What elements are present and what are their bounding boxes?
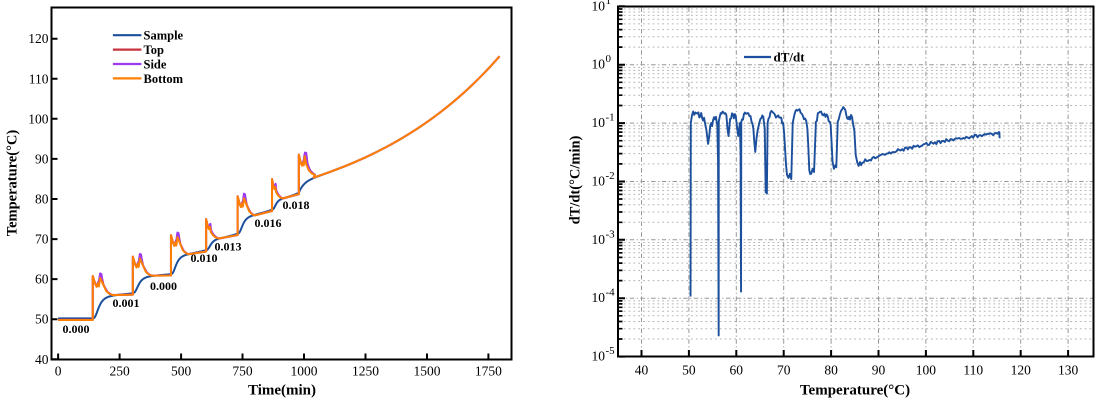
- svg-text:80: 80: [824, 363, 838, 378]
- svg-text:0.013: 0.013: [215, 240, 242, 254]
- svg-text:Temperature(°C): Temperature(°C): [800, 383, 910, 399]
- svg-text:90: 90: [872, 363, 886, 378]
- svg-text:0: 0: [55, 364, 62, 379]
- svg-text:110: 110: [963, 363, 983, 378]
- svg-text:-5: -5: [606, 345, 616, 357]
- svg-text:10: 10: [592, 290, 606, 305]
- svg-text:50: 50: [682, 363, 696, 378]
- svg-text:10: 10: [592, 115, 606, 130]
- svg-text:70: 70: [35, 232, 49, 247]
- svg-text:130: 130: [1058, 363, 1079, 378]
- svg-text:Side: Side: [144, 57, 167, 71]
- svg-text:1250: 1250: [352, 364, 379, 379]
- svg-text:50: 50: [35, 312, 49, 327]
- svg-text:-2: -2: [606, 170, 615, 182]
- svg-text:10: 10: [592, 174, 606, 189]
- svg-text:10: 10: [592, 57, 606, 72]
- svg-text:0.016: 0.016: [255, 216, 282, 230]
- svg-text:-3: -3: [606, 228, 616, 240]
- svg-text:-1: -1: [606, 112, 615, 124]
- svg-text:0.001: 0.001: [113, 296, 140, 310]
- svg-text:70: 70: [777, 363, 791, 378]
- svg-text:60: 60: [35, 272, 49, 287]
- svg-text:120: 120: [28, 31, 49, 46]
- svg-text:Top: Top: [144, 43, 164, 57]
- svg-text:10: 10: [592, 0, 606, 13]
- svg-text:10: 10: [592, 232, 606, 247]
- svg-text:1750: 1750: [475, 364, 502, 379]
- svg-text:Sample: Sample: [144, 29, 184, 43]
- svg-text:dT/dt(°C/min): dT/dt(°C/min): [568, 135, 584, 224]
- svg-text:1000: 1000: [291, 364, 318, 379]
- svg-text:250: 250: [109, 364, 130, 379]
- svg-text:0: 0: [606, 53, 612, 65]
- svg-text:0.010: 0.010: [191, 251, 218, 265]
- svg-text:40: 40: [635, 363, 649, 378]
- svg-text:1500: 1500: [414, 364, 441, 379]
- svg-text:10: 10: [592, 349, 606, 364]
- svg-text:120: 120: [1011, 363, 1032, 378]
- svg-text:80: 80: [35, 192, 49, 207]
- svg-text:40: 40: [35, 352, 49, 367]
- svg-text:100: 100: [28, 111, 49, 126]
- svg-text:0.000: 0.000: [150, 279, 177, 293]
- svg-text:100: 100: [916, 363, 937, 378]
- svg-text:dT/dt: dT/dt: [774, 50, 806, 65]
- svg-text:750: 750: [232, 364, 253, 379]
- svg-text:1: 1: [606, 0, 612, 7]
- svg-text:Time(min): Time(min): [248, 383, 316, 399]
- svg-text:90: 90: [35, 151, 49, 166]
- svg-text:-4: -4: [606, 287, 616, 299]
- svg-text:0.018: 0.018: [283, 198, 310, 212]
- svg-text:60: 60: [730, 363, 744, 378]
- svg-text:Bottom: Bottom: [144, 72, 184, 86]
- svg-text:Temperature(°C): Temperature(°C): [5, 130, 21, 237]
- svg-text:110: 110: [29, 71, 49, 86]
- svg-text:0.000: 0.000: [63, 322, 90, 336]
- svg-text:500: 500: [171, 364, 192, 379]
